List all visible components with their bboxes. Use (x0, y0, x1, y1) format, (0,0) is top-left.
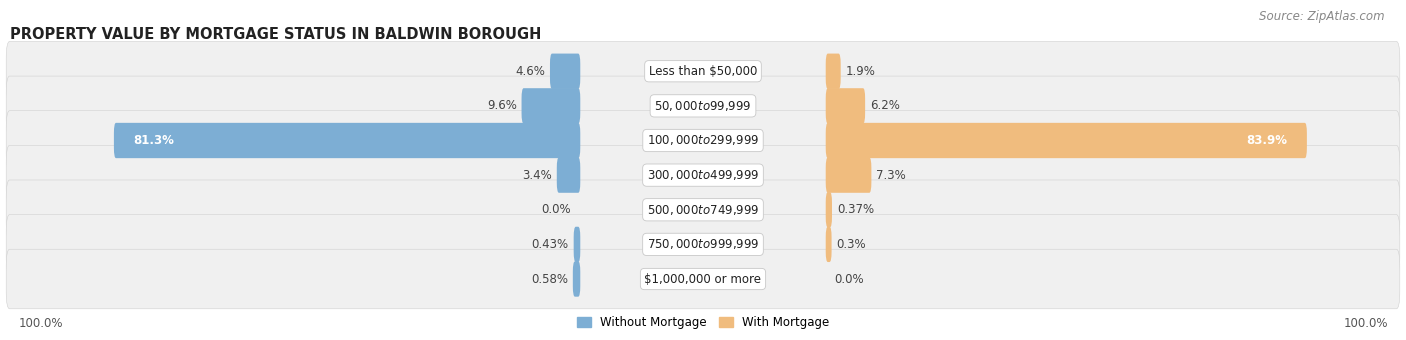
FancyBboxPatch shape (6, 180, 1400, 240)
FancyBboxPatch shape (522, 88, 581, 123)
Text: 3.4%: 3.4% (522, 169, 553, 182)
FancyBboxPatch shape (825, 157, 872, 193)
Text: $500,000 to $749,999: $500,000 to $749,999 (647, 203, 759, 217)
Text: $100,000 to $299,999: $100,000 to $299,999 (647, 134, 759, 148)
FancyBboxPatch shape (114, 123, 581, 158)
FancyBboxPatch shape (6, 249, 1400, 309)
Text: $750,000 to $999,999: $750,000 to $999,999 (647, 237, 759, 251)
FancyBboxPatch shape (6, 215, 1400, 274)
Text: PROPERTY VALUE BY MORTGAGE STATUS IN BALDWIN BOROUGH: PROPERTY VALUE BY MORTGAGE STATUS IN BAL… (10, 27, 541, 42)
Text: 0.3%: 0.3% (837, 238, 866, 251)
Text: Less than $50,000: Less than $50,000 (648, 65, 758, 78)
Text: 9.6%: 9.6% (486, 99, 516, 112)
Text: 0.37%: 0.37% (837, 203, 875, 216)
Text: 0.0%: 0.0% (835, 273, 865, 286)
Text: 100.0%: 100.0% (18, 317, 63, 330)
FancyBboxPatch shape (825, 227, 831, 262)
Text: 0.43%: 0.43% (531, 238, 569, 251)
FancyBboxPatch shape (6, 111, 1400, 170)
Text: $300,000 to $499,999: $300,000 to $499,999 (647, 168, 759, 182)
FancyBboxPatch shape (825, 123, 1308, 158)
FancyBboxPatch shape (550, 54, 581, 89)
Text: 81.3%: 81.3% (134, 134, 174, 147)
Text: $50,000 to $99,999: $50,000 to $99,999 (654, 99, 752, 113)
FancyBboxPatch shape (825, 54, 841, 89)
Text: 0.0%: 0.0% (541, 203, 571, 216)
Text: 0.58%: 0.58% (531, 273, 568, 286)
Text: 7.3%: 7.3% (876, 169, 905, 182)
FancyBboxPatch shape (6, 145, 1400, 205)
Text: 1.9%: 1.9% (845, 65, 876, 78)
FancyBboxPatch shape (557, 157, 581, 193)
Text: 83.9%: 83.9% (1247, 134, 1288, 147)
FancyBboxPatch shape (6, 41, 1400, 101)
Text: 4.6%: 4.6% (515, 65, 546, 78)
FancyBboxPatch shape (825, 88, 865, 123)
Text: 6.2%: 6.2% (870, 99, 900, 112)
Text: 100.0%: 100.0% (1343, 317, 1388, 330)
Text: Source: ZipAtlas.com: Source: ZipAtlas.com (1260, 10, 1385, 23)
FancyBboxPatch shape (572, 261, 581, 297)
Legend: Without Mortgage, With Mortgage: Without Mortgage, With Mortgage (572, 312, 834, 334)
FancyBboxPatch shape (6, 76, 1400, 136)
FancyBboxPatch shape (825, 192, 832, 227)
FancyBboxPatch shape (574, 227, 581, 262)
Text: $1,000,000 or more: $1,000,000 or more (644, 273, 762, 286)
